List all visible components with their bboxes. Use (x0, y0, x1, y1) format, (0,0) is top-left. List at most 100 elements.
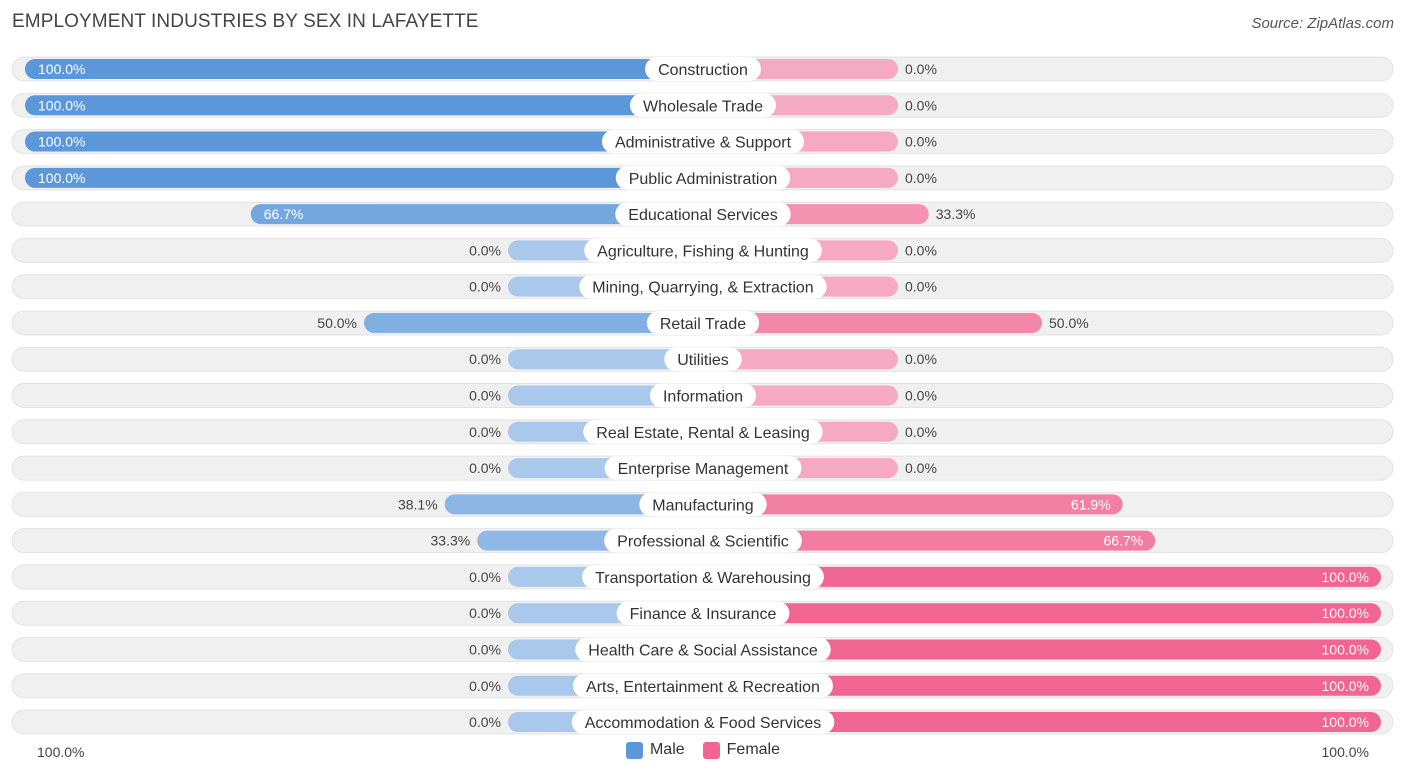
bar-male (25, 131, 703, 152)
axis-label-left: 100.0% (37, 744, 85, 760)
category-pill (601, 129, 805, 154)
legend-swatch-female (702, 741, 720, 759)
category-label: Real Estate, Rental & Leasing (596, 425, 809, 442)
category-pill (645, 57, 761, 81)
category-label: Utilities (677, 352, 729, 369)
bar-female (703, 712, 1381, 733)
category-pill (639, 492, 767, 517)
category-pill (584, 238, 822, 263)
category-label: Information (663, 389, 743, 406)
category-pill (583, 419, 823, 444)
row-arts-entertainment-recreation: 0.0% 100.0% Arts, Entertainment & Recreati… (11, 673, 1394, 699)
category-label: Arts, Entertainment & Recreation (586, 679, 820, 696)
category-pill (604, 528, 802, 553)
category-label: Transportation & Warehousing (595, 570, 811, 587)
category-label: Retail Trade (660, 316, 746, 333)
value-label-male: 33.3% (431, 533, 471, 549)
value-label-female: 0.0% (905, 61, 937, 77)
value-label-male: 0.0% (469, 351, 501, 367)
bar-female (703, 566, 1381, 587)
row-accommodation-food-services: 0.0% 100.0% Accommodation & Food Services (11, 709, 1394, 735)
category-pill (615, 202, 791, 227)
bar-male (25, 167, 703, 188)
category-label: Health Care & Social Assistance (588, 642, 818, 659)
value-label-female: 66.7% (1104, 533, 1144, 549)
row-enterprise-management: 0.0% 0.0% Enterprise Management (11, 455, 1394, 481)
legend-item-male: Male (625, 741, 685, 759)
row-transportation-warehousing: 0.0% 100.0% Transportation & Warehousing (11, 564, 1394, 590)
value-label-male: 0.0% (469, 460, 501, 476)
category-label: Accommodation & Food Services (585, 715, 822, 732)
bar-male (364, 312, 703, 333)
category-pill (573, 673, 833, 698)
category-label: Professional & Scientific (617, 534, 789, 551)
value-label-male: 0.0% (469, 641, 501, 657)
row-manufacturing: 38.1% 61.9% Manufacturing (11, 491, 1394, 517)
category-pill (615, 165, 791, 190)
category-label: Enterprise Management (618, 461, 789, 478)
bar-male (444, 494, 703, 515)
value-label-female: 100.0% (1322, 714, 1369, 730)
category-pill (604, 456, 802, 481)
row-utilities: 0.0% 0.0% Utilities (11, 346, 1394, 372)
bar-female (703, 675, 1381, 696)
value-label-male: 66.7% (264, 206, 304, 222)
category-label: Wholesale Trade (643, 98, 763, 115)
value-label-female: 100.0% (1322, 641, 1369, 657)
row-mining-quarrying-extraction: 0.0% 0.0% Mining, Quarrying, & Extraction (11, 274, 1394, 300)
value-label-female: 0.0% (905, 424, 937, 440)
bar-female (703, 312, 1042, 333)
bar-male (508, 349, 703, 370)
value-label-female: 0.0% (905, 460, 937, 476)
value-label-male: 100.0% (38, 97, 85, 113)
row-public-administration: 100.0% 0.0% Public Administration (11, 165, 1394, 191)
value-label-male: 50.0% (317, 315, 357, 331)
value-label-male: 0.0% (469, 388, 501, 404)
value-label-female: 61.9% (1071, 496, 1111, 512)
category-label: Educational Services (628, 207, 777, 224)
bar-female (703, 349, 898, 370)
bar-female (703, 603, 1381, 624)
legend-swatch-male (625, 741, 643, 759)
category-label: Public Administration (629, 171, 778, 188)
row-retail-trade: 50.0% 50.0% Retail Trade (11, 310, 1394, 336)
value-label-female: 0.0% (905, 170, 937, 186)
value-label-female: 0.0% (905, 242, 937, 258)
value-label-male: 0.0% (469, 714, 501, 730)
bar-male (25, 95, 703, 116)
value-label-male: 38.1% (398, 496, 438, 512)
value-label-male: 100.0% (38, 170, 85, 186)
legend-item-female: Female (702, 741, 780, 759)
legend: Male Female (0, 741, 1406, 759)
category-pill (571, 710, 835, 735)
category-pill (629, 93, 777, 118)
chart-title: EMPLOYMENT INDUSTRIES BY SEX IN LAFAYETT… (12, 11, 479, 32)
row-construction: 100.0% 0.0% Construction (11, 56, 1394, 82)
value-label-female: 0.0% (905, 351, 937, 367)
value-label-female: 0.0% (905, 134, 937, 150)
bar-female (703, 494, 1123, 515)
value-label-male: 0.0% (469, 605, 501, 621)
axis-label-right: 100.0% (1321, 744, 1369, 760)
bar-male (25, 59, 703, 79)
value-label-male: 0.0% (469, 242, 501, 258)
row-professional-scientific: 33.3% 66.7% Professional & Scientific (11, 528, 1394, 554)
value-label-female: 100.0% (1322, 569, 1369, 585)
category-pill (646, 310, 760, 335)
category-pill (616, 601, 790, 626)
category-label: Mining, Quarrying, & Extraction (592, 280, 813, 297)
category-label: Agriculture, Fishing & Hunting (597, 243, 809, 260)
value-label-male: 100.0% (38, 61, 85, 77)
row-finance-insurance: 0.0% 100.0% Finance & Insurance (11, 600, 1394, 626)
category-pill (649, 383, 757, 408)
category-label: Administrative & Support (615, 135, 792, 152)
value-label-female: 100.0% (1322, 605, 1369, 621)
value-label-male: 0.0% (469, 569, 501, 585)
value-label-female: 33.3% (936, 206, 976, 222)
category-pill (582, 564, 824, 589)
category-label: Finance & Insurance (630, 606, 777, 623)
bar-female (703, 639, 1381, 660)
category-pill (664, 347, 742, 372)
category-pill (579, 274, 827, 299)
